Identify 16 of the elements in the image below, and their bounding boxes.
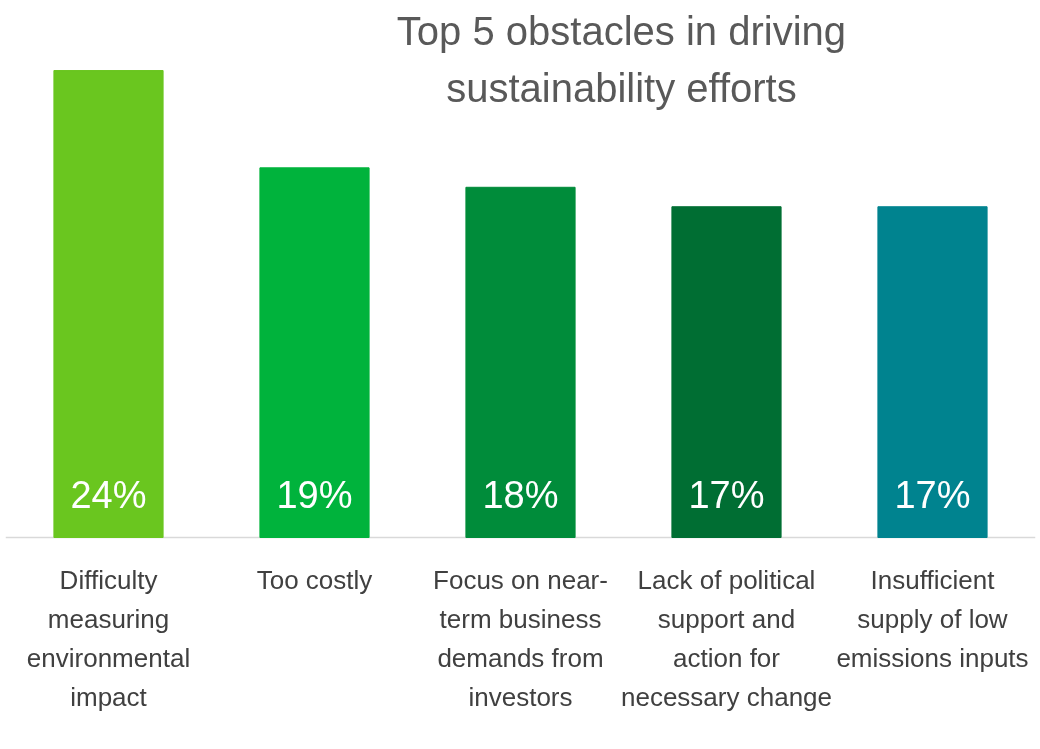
- x-tick-label: Insufficient supply of low emissions inputs: [836, 564, 1029, 673]
- chart-title: Top 5 obstacles in driving sustainability efforts: [396, 8, 847, 110]
- bar: [53, 70, 164, 538]
- data-label: 18%: [482, 474, 559, 517]
- x-tick-label: Difficulty measuring environmental impact: [26, 564, 191, 712]
- x-tick-label: Focus on near-term business demands from investors: [433, 564, 608, 712]
- bar: [259, 167, 370, 538]
- x-tick-label: Too costly: [256, 564, 373, 595]
- x-tick-label: Lack of political support and action for necessary change: [620, 564, 833, 712]
- data-label: 17%: [894, 474, 971, 517]
- data-label: 19%: [276, 474, 353, 517]
- bar: [877, 206, 988, 538]
- bar: [465, 186, 576, 538]
- data-label: 24%: [70, 474, 147, 517]
- bar: [671, 206, 782, 538]
- data-label: 17%: [688, 474, 765, 517]
